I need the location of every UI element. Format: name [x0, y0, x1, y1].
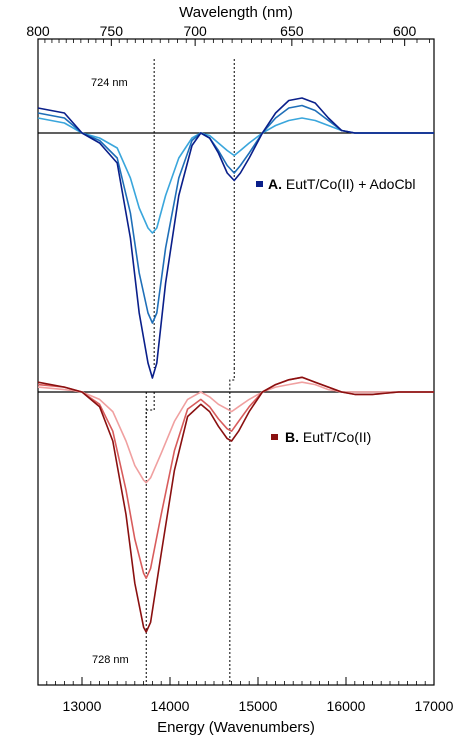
top-tick-label: 650 — [280, 23, 304, 39]
top-tick-label: 750 — [100, 23, 124, 39]
annotation-bottom-peak: 728 nm — [92, 654, 129, 666]
bottom-tick-label: 15000 — [239, 698, 278, 714]
legend-swatch-a — [256, 181, 263, 187]
legend-label-b: B. EutT/Co(II) — [285, 429, 371, 445]
series-line-b-dark — [37, 376, 434, 633]
top-axis-title: Wavelength (nm) — [179, 4, 293, 21]
series-line-b-light — [37, 381, 434, 484]
bottom-tick-label: 16000 — [327, 698, 366, 714]
bottom-tick-label: 13000 — [63, 698, 102, 714]
legend-entry-b: B. EutT/Co(II) — [271, 429, 371, 445]
legend-entry-a: A. EutT/Co(II) + AdoCbl — [256, 176, 415, 192]
series-line-a-dark — [37, 97, 434, 379]
legend-label-a: A. EutT/Co(II) + AdoCbl — [268, 176, 415, 192]
annotation-top-peak: 724 nm — [91, 77, 128, 89]
bottom-tick-label: 14000 — [151, 698, 190, 714]
guide-connector — [229, 368, 235, 392]
bottom-tick-label: 17000 — [415, 698, 454, 714]
spectra-series — [37, 97, 434, 633]
series-line-a-mid — [37, 104, 434, 324]
guide-connector — [145, 392, 155, 428]
top-tick-label: 600 — [393, 23, 417, 39]
top-axis-ticks: 800 750 700 650 600 — [26, 23, 430, 46]
legend-swatch-b — [271, 434, 278, 440]
bottom-axis-title: Energy (Wavenumbers) — [157, 719, 315, 736]
bottom-axis-ticks: 13000 14000 15000 16000 17000 — [37, 677, 454, 714]
series-line-b-mid — [37, 376, 434, 579]
top-tick-label: 700 — [183, 23, 207, 39]
series-line-a-light — [37, 117, 434, 234]
top-tick-label: 800 — [26, 23, 50, 39]
plot-frame — [37, 38, 435, 686]
